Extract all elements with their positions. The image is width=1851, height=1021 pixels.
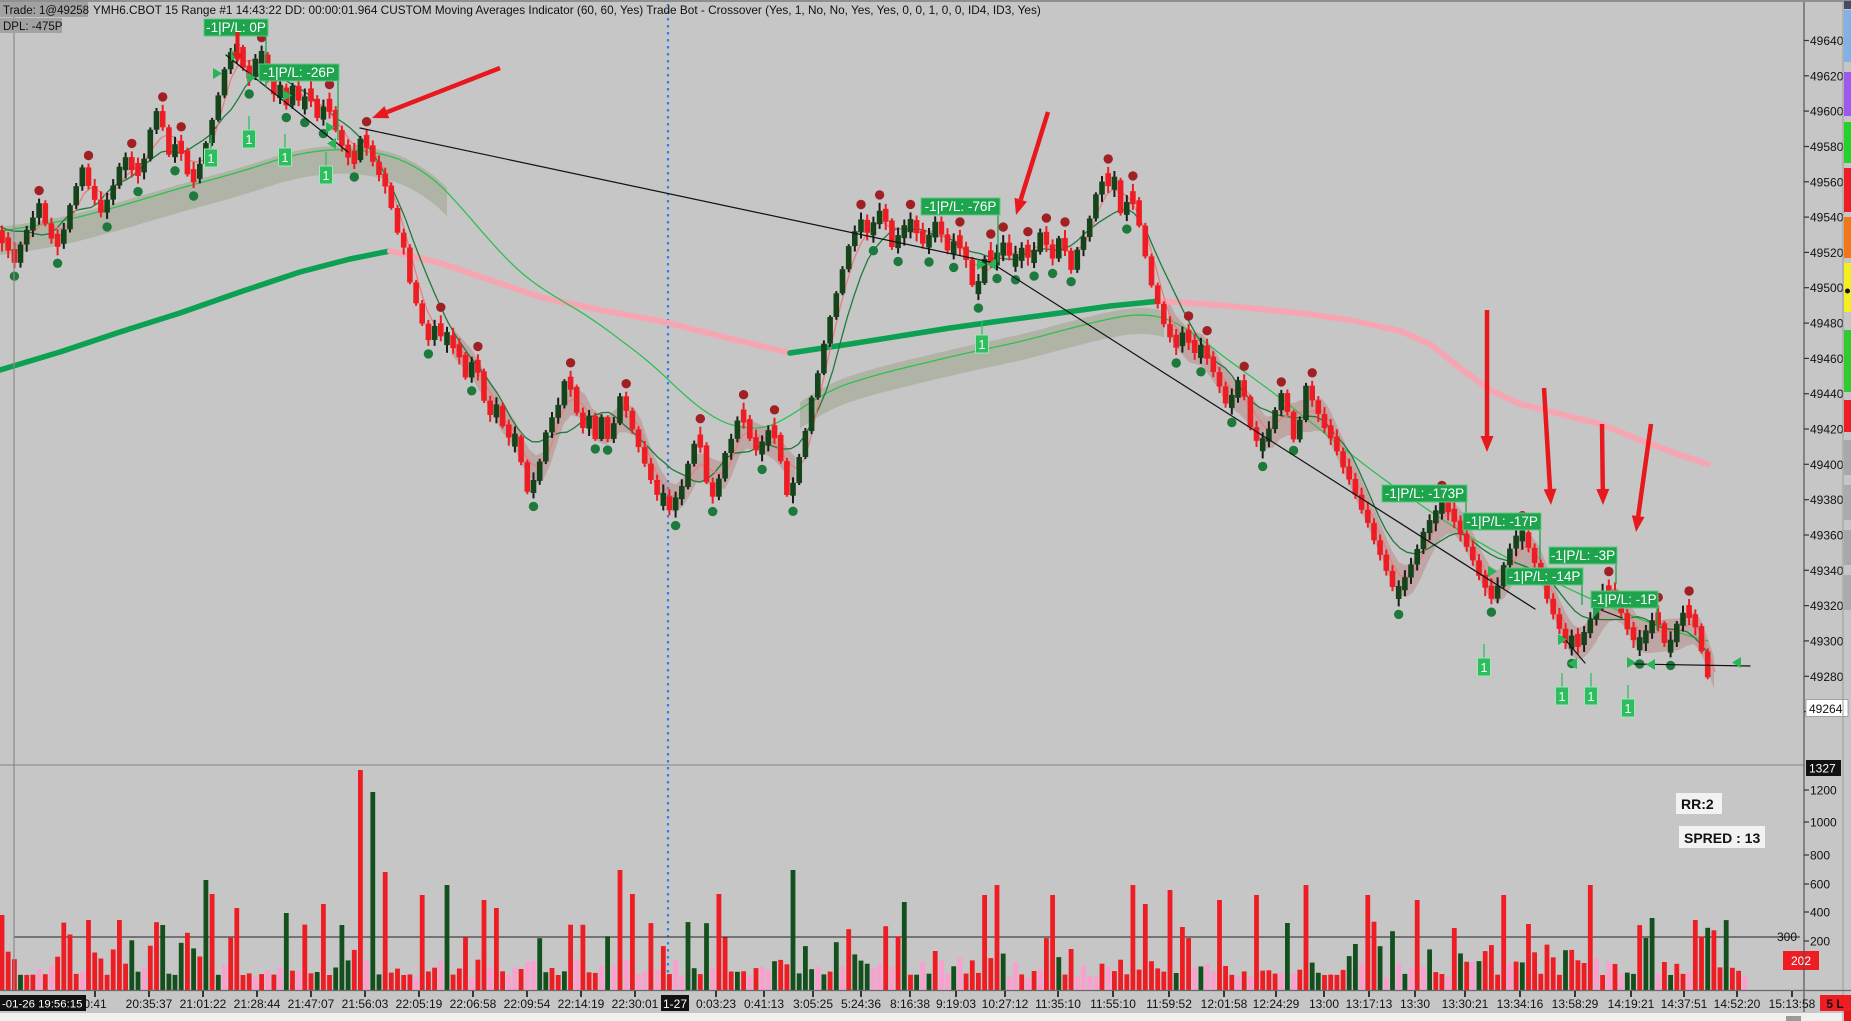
svg-text:-01-26 19:56:15: -01-26 19:56:15 [2,999,82,1011]
svg-text:49360: 49360 [1810,529,1844,543]
svg-text:-1|P/L: -76P: -1|P/L: -76P [925,199,997,214]
svg-text:22:05:19: 22:05:19 [396,997,443,1011]
svg-text:21:01:22: 21:01:22 [180,997,227,1011]
svg-text:49520: 49520 [1810,246,1844,260]
svg-text:21:28:44: 21:28:44 [234,997,281,1011]
svg-text:0:41: 0:41 [83,997,107,1011]
svg-text:22:09:54: 22:09:54 [504,997,551,1011]
svg-text:49560: 49560 [1810,175,1844,189]
svg-text:49580: 49580 [1810,140,1844,154]
svg-text:49540: 49540 [1810,211,1844,225]
svg-text:-1|P/L: -14P: -1|P/L: -14P [1509,569,1581,584]
svg-text:15:13:58: 15:13:58 [1769,997,1816,1011]
svg-text:5 L: 5 L [1826,997,1843,1011]
svg-text:1: 1 [323,169,330,183]
svg-text:9:19:03: 9:19:03 [936,997,976,1011]
svg-text:49600: 49600 [1810,105,1844,119]
svg-text:49620: 49620 [1810,69,1844,83]
svg-text:49320: 49320 [1810,599,1844,613]
svg-text:22:14:19: 22:14:19 [558,997,605,1011]
svg-text:1: 1 [1588,690,1595,704]
svg-text:22:30:01: 22:30:01 [612,997,659,1011]
svg-text:0:03:23: 0:03:23 [696,997,736,1011]
svg-text:200: 200 [1810,935,1830,949]
svg-text:400: 400 [1810,906,1830,920]
svg-text:1: 1 [1625,702,1632,716]
svg-text:DPL: -475P: DPL: -475P [3,21,63,33]
svg-text:49480: 49480 [1810,317,1844,331]
svg-text:8:16:38: 8:16:38 [890,997,930,1011]
svg-text:1: 1 [1481,661,1488,675]
svg-text:49280: 49280 [1810,670,1844,684]
svg-text:21:47:07: 21:47:07 [288,997,335,1011]
svg-text:13:30:21: 13:30:21 [1442,997,1489,1011]
svg-text:49300: 49300 [1810,634,1844,648]
svg-text:10:27:12: 10:27:12 [982,997,1029,1011]
svg-text:13:34:16: 13:34:16 [1497,997,1544,1011]
svg-text:13:00: 13:00 [1309,997,1339,1011]
svg-text:-1|P/L: -173P: -1|P/L: -173P [1385,486,1464,501]
svg-text:-1|P/L: -26P: -1|P/L: -26P [263,65,335,80]
svg-text:14:52:20: 14:52:20 [1714,997,1761,1011]
svg-text:YMH6.CBOT 15 Range #1 14:43:2: YMH6.CBOT 15 Range #1 14:43:22 DD: 00:00… [93,3,1041,17]
svg-text:13:58:29: 13:58:29 [1552,997,1599,1011]
svg-text:49340: 49340 [1810,564,1844,578]
svg-text:600: 600 [1810,878,1830,892]
svg-text:49460: 49460 [1810,352,1844,366]
svg-text:49640: 49640 [1810,34,1844,48]
svg-text:1: 1 [282,151,289,165]
svg-text:49500: 49500 [1810,281,1844,295]
svg-text:Trade: 1@49258: Trade: 1@49258 [3,5,89,17]
svg-text:49380: 49380 [1810,493,1844,507]
svg-text:3:05:25: 3:05:25 [793,997,833,1011]
svg-text:1: 1 [246,133,253,147]
svg-text:12:24:29: 12:24:29 [1253,997,1300,1011]
svg-text:1327: 1327 [1809,762,1836,776]
svg-text:1: 1 [979,338,986,352]
svg-text:5:24:36: 5:24:36 [841,997,881,1011]
svg-text:0:41:13: 0:41:13 [744,997,784,1011]
svg-text:1-27: 1-27 [663,997,687,1011]
svg-text:1000: 1000 [1810,816,1837,830]
svg-text:11:55:10: 11:55:10 [1090,997,1136,1011]
svg-text:13:30: 13:30 [1400,997,1430,1011]
svg-text:RR:2: RR:2 [1681,796,1714,812]
svg-text:-1|P/L: -3P: -1|P/L: -3P [1551,548,1615,563]
svg-text:11:35:10: 11:35:10 [1035,997,1081,1011]
svg-text:12:01:58: 12:01:58 [1201,997,1248,1011]
svg-text:1200: 1200 [1810,784,1837,798]
svg-text:49440: 49440 [1810,387,1844,401]
svg-text:13:17:13: 13:17:13 [1346,997,1393,1011]
svg-text:202: 202 [1791,954,1811,968]
svg-text:11:59:52: 11:59:52 [1146,997,1192,1011]
svg-text:800: 800 [1810,849,1830,863]
svg-text:21:56:03: 21:56:03 [342,997,389,1011]
svg-text:14:37:51: 14:37:51 [1661,997,1708,1011]
svg-text:-1|P/L: -17P: -1|P/L: -17P [1466,514,1538,529]
svg-text:49420: 49420 [1810,423,1844,437]
svg-text:SPRED : 13: SPRED : 13 [1684,830,1760,846]
svg-text:300: 300 [1777,930,1797,944]
svg-text:49400: 49400 [1810,458,1844,472]
svg-text:14:19:21: 14:19:21 [1608,997,1655,1011]
svg-text:-1|P/L: -1P: -1|P/L: -1P [1592,592,1656,607]
svg-text:1: 1 [1559,690,1566,704]
svg-text:1: 1 [208,152,215,166]
svg-text:20:35:37: 20:35:37 [126,997,173,1011]
svg-text:-1|P/L: 0P: -1|P/L: 0P [206,20,266,35]
svg-text:22:06:58: 22:06:58 [450,997,497,1011]
svg-text:49264: 49264 [1809,702,1843,716]
